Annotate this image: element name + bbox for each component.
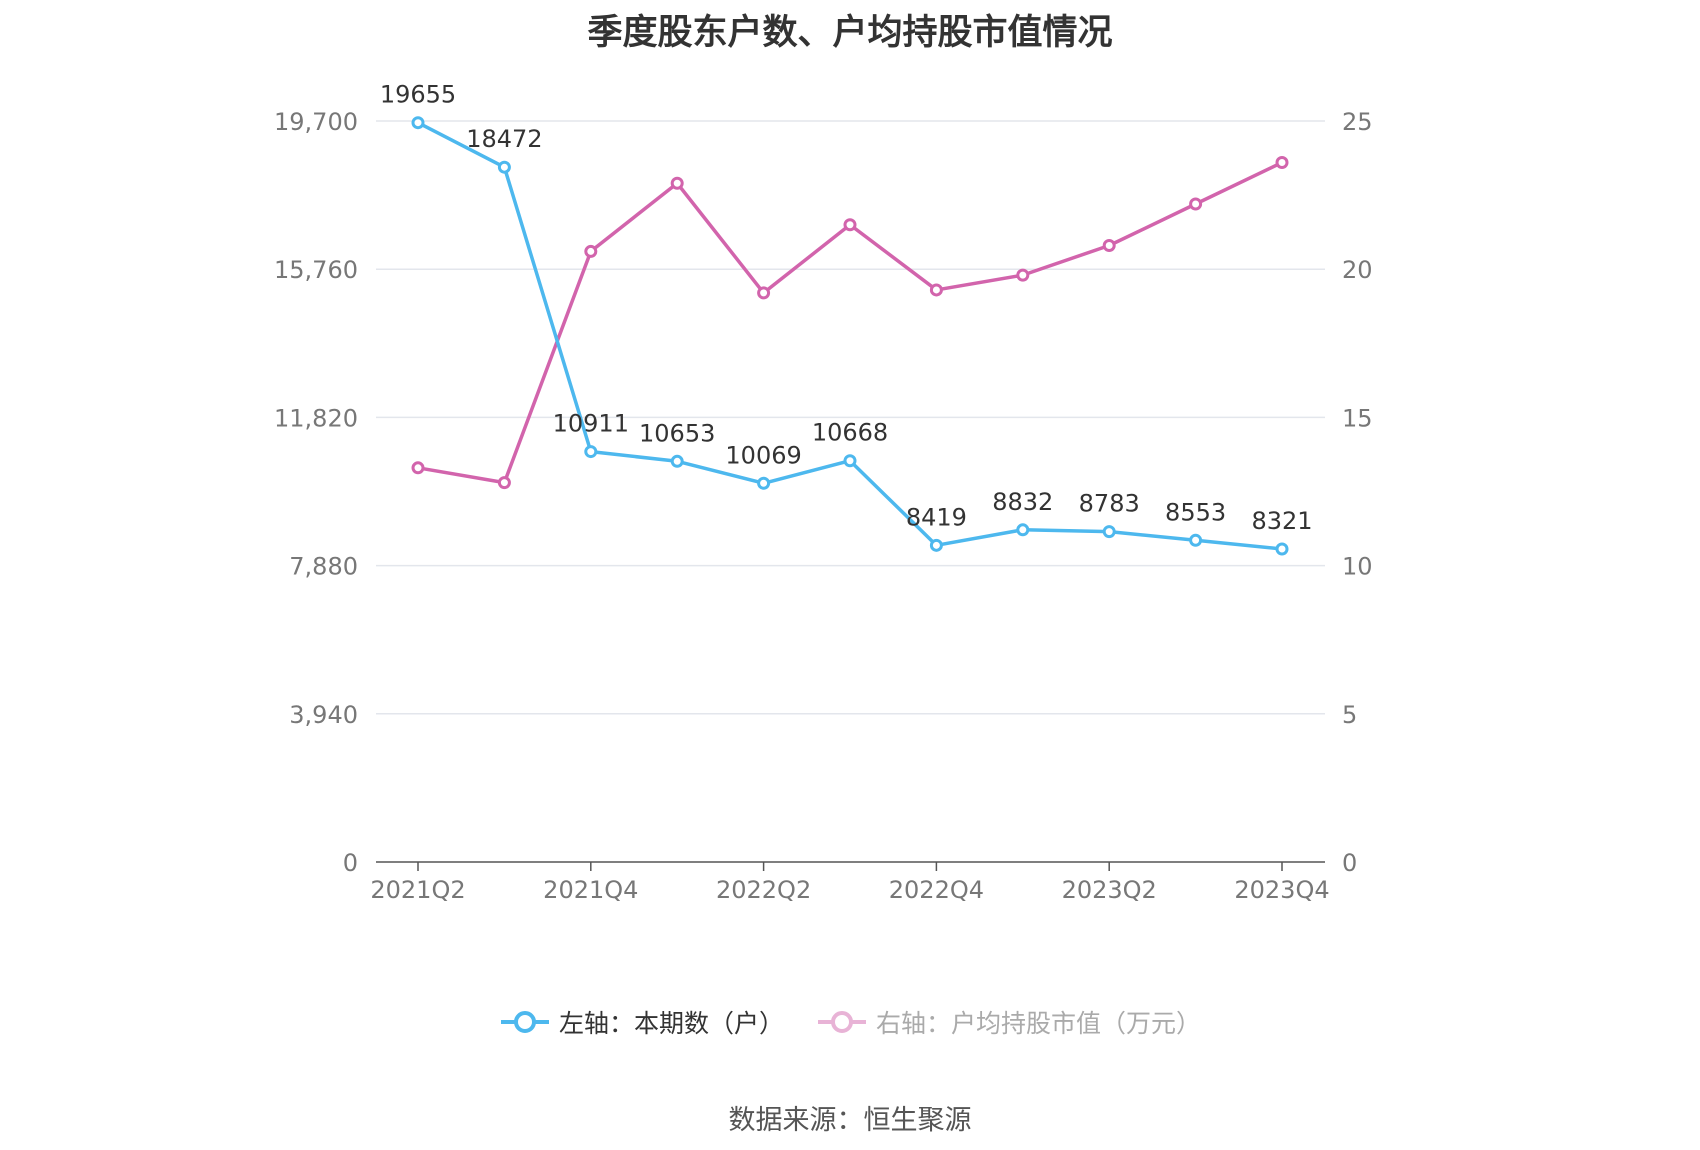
axes: 0 3,940 7,880 11,820 15,760 19,700 0 5 10 15 20 25 2… bbox=[274, 108, 1373, 904]
data-label: 19655 bbox=[380, 81, 456, 109]
chart-title: 季度股东户数、户均持股市值情况 bbox=[587, 13, 1113, 53]
data-point-right bbox=[843, 218, 857, 232]
source-note: 数据来源：恒生聚源 bbox=[728, 1105, 972, 1136]
series-line-left bbox=[417, 121, 1283, 551]
data-label: 8553 bbox=[1165, 498, 1226, 526]
data-point-left bbox=[929, 538, 943, 552]
y-left-tick-label: 7,880 bbox=[289, 553, 358, 581]
data-label: 8832 bbox=[992, 488, 1053, 516]
y-left-tick-label: 0 bbox=[343, 849, 358, 877]
x-tick-label: 2021Q4 bbox=[543, 876, 638, 904]
y-right-tick-label: 25 bbox=[1342, 108, 1373, 136]
data-point-left bbox=[670, 454, 684, 468]
data-label: 10069 bbox=[725, 441, 801, 469]
data-point-left bbox=[1016, 523, 1030, 537]
chart-area: 0 3,940 7,880 11,820 15,760 19,700 0 5 10 15 20 25 2… bbox=[274, 81, 1373, 904]
data-label: 8419 bbox=[906, 503, 967, 531]
series-left bbox=[411, 116, 1289, 556]
x-tick-label: 2021Q2 bbox=[370, 876, 465, 904]
data-point-left bbox=[1189, 533, 1203, 547]
data-point-right bbox=[929, 283, 943, 297]
y-left-tick-label: 15,760 bbox=[274, 256, 358, 284]
data-point-right bbox=[411, 461, 425, 475]
y-left-tick-label: 19,700 bbox=[274, 108, 358, 136]
data-point-left bbox=[411, 116, 425, 130]
y-right-tick-label: 0 bbox=[1342, 849, 1357, 877]
data-point-left bbox=[843, 454, 857, 468]
data-label: 10653 bbox=[639, 419, 715, 447]
data-point-left bbox=[497, 160, 511, 174]
data-label: 18472 bbox=[466, 125, 542, 153]
data-point-right bbox=[670, 176, 684, 190]
legend-item-left-axis[interactable]: 左轴：本期数（户） bbox=[499, 1004, 784, 1040]
legend-marker-pink-icon bbox=[817, 1011, 866, 1033]
y-left-tick-label: 3,940 bbox=[289, 701, 358, 729]
series-right bbox=[411, 155, 1289, 490]
data-point-left bbox=[1102, 525, 1116, 539]
data-point-right bbox=[1189, 197, 1203, 211]
x-tick-label: 2022Q2 bbox=[716, 876, 811, 904]
y-right-tick-label: 20 bbox=[1342, 256, 1373, 284]
data-point-right bbox=[1275, 155, 1289, 169]
legend: 左轴：本期数（户） 右轴：户均持股市值（万元） bbox=[0, 1004, 1700, 1040]
y-right-tick-label: 10 bbox=[1342, 553, 1373, 581]
x-tick-label: 2023Q4 bbox=[1234, 876, 1329, 904]
x-tick-label: 2023Q2 bbox=[1062, 876, 1157, 904]
legend-marker-blue-icon bbox=[501, 1011, 549, 1033]
y-right-tick-label: 15 bbox=[1342, 404, 1373, 432]
data-point-left bbox=[757, 476, 771, 490]
data-point-left bbox=[1275, 542, 1289, 556]
data-label: 8783 bbox=[1079, 490, 1140, 518]
data-label: 10911 bbox=[553, 410, 629, 438]
data-point-right bbox=[1102, 238, 1116, 252]
data-label: 8321 bbox=[1251, 507, 1312, 535]
legend-label-right: 右轴：户均持股市值（万元） bbox=[875, 1009, 1201, 1038]
y-left-tick-label: 11,820 bbox=[274, 404, 358, 432]
data-label: 10668 bbox=[812, 419, 888, 447]
data-labels: 19655 18472 10911 10653 10069 10668 8419 8832 87… bbox=[380, 81, 1313, 535]
y-right-tick-label: 5 bbox=[1342, 701, 1357, 729]
legend-item-right-axis[interactable]: 右轴：户均持股市值（万元） bbox=[816, 1004, 1201, 1040]
data-point-right bbox=[1016, 268, 1030, 282]
data-point-right bbox=[757, 286, 771, 300]
data-point-right bbox=[584, 244, 598, 258]
data-point-left bbox=[584, 445, 598, 459]
legend-label-left: 左轴：本期数（户） bbox=[559, 1009, 785, 1038]
data-point-right bbox=[497, 476, 511, 490]
x-tick-label: 2022Q4 bbox=[889, 876, 984, 904]
